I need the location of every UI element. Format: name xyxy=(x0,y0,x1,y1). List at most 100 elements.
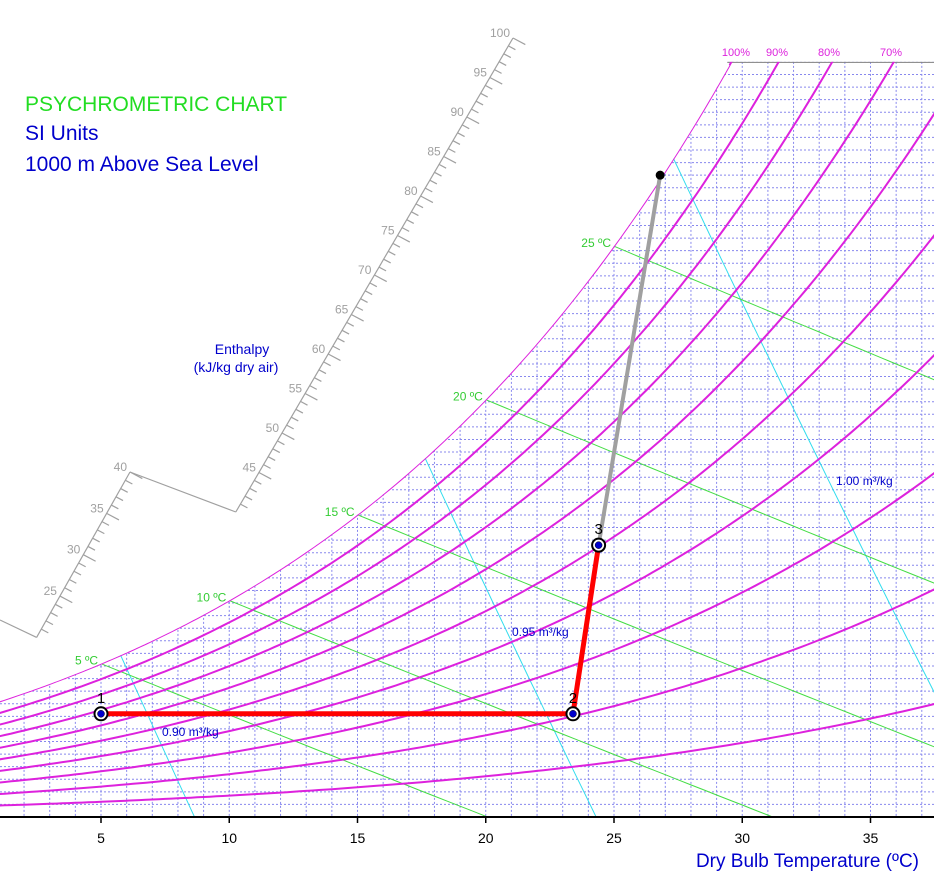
scale-tick xyxy=(83,554,96,562)
scale-tick xyxy=(420,195,434,204)
x-tick-label: 20 xyxy=(478,830,494,846)
rh-curve-70 xyxy=(0,61,897,771)
state-point-2 xyxy=(569,710,577,718)
enthalpy-tick-label: 50 xyxy=(266,421,280,435)
scale-tick xyxy=(97,529,105,535)
process-path: 1 2 3 xyxy=(93,170,665,722)
extension-end-point xyxy=(655,170,665,180)
enthalpy-tick-label: 85 xyxy=(427,145,441,159)
rh-curve-80 xyxy=(0,61,840,764)
scale-tick xyxy=(87,545,96,551)
scale-tick xyxy=(253,479,262,485)
scale-tick xyxy=(498,61,507,66)
x-axis-label: Dry Bulb Temperature (ºC) xyxy=(696,851,919,872)
scale-tick xyxy=(369,282,378,288)
rh-curve-30 xyxy=(0,462,934,798)
chart-labels: 100% 90% 80% 70% 5 ºC 10 ºC 15 ºC 20 ºC 25 ºC 0.9… xyxy=(75,47,902,739)
scale-tick xyxy=(78,562,86,568)
scale-tick xyxy=(471,108,479,114)
x-tick-label: 35 xyxy=(863,830,879,846)
enthalpy-tick-label: 65 xyxy=(335,303,349,317)
scale-tick xyxy=(111,504,119,510)
scale-tick xyxy=(475,100,484,106)
scale-tick xyxy=(129,471,143,480)
scale-tick xyxy=(272,448,281,454)
wet-bulb-line-20 xyxy=(485,399,934,610)
scale-tick xyxy=(286,424,294,430)
volume-label: 0.90 m³/kg xyxy=(162,725,219,739)
axes: 5 10 15 20 25 30 35 xyxy=(0,816,934,846)
chart-units: SI Units xyxy=(25,122,99,145)
wet-bulb-label: 20 ºC xyxy=(453,390,483,404)
scale-tick xyxy=(295,408,304,414)
scale-tick xyxy=(244,495,253,501)
rh-label: 70% xyxy=(880,47,902,59)
x-tick-label: 10 xyxy=(221,830,237,846)
scale-tick xyxy=(69,578,77,584)
rh-curve-10 xyxy=(0,699,934,812)
state-point-label: 2 xyxy=(569,690,577,707)
rh-label: 90% xyxy=(766,47,788,59)
scale-tick xyxy=(387,250,396,256)
wet-bulb-label: 15 ºC xyxy=(325,505,355,519)
scale-tick xyxy=(392,242,401,248)
scale-tick xyxy=(434,171,442,177)
enthalpy-tick-label: 40 xyxy=(114,460,128,474)
state-point-3 xyxy=(594,541,603,549)
scale-tick xyxy=(397,234,411,243)
scale-tick xyxy=(59,595,73,604)
scale-tick xyxy=(115,496,124,502)
scale-tick xyxy=(424,187,433,193)
scale-tick xyxy=(290,416,299,422)
enthalpy-units-label: (kJ/kg dry air) xyxy=(194,359,279,375)
wet-bulb-line-10 xyxy=(229,600,781,817)
scale-tick xyxy=(364,290,373,296)
enthalpy-tick-label: 35 xyxy=(90,501,104,515)
scale-tick xyxy=(355,306,364,311)
scale-tick xyxy=(323,361,331,367)
scale-tick xyxy=(406,219,415,224)
scale-tick xyxy=(54,603,63,609)
state-point-label: 3 xyxy=(594,521,602,538)
scale-tick xyxy=(92,537,100,543)
scale-connector xyxy=(129,471,237,513)
scale-tick xyxy=(378,266,387,272)
wet-bulb-line-15 xyxy=(357,514,934,773)
scale-tick xyxy=(480,92,488,98)
wet-bulb-label: 25 ºC xyxy=(581,236,611,250)
scale-tick xyxy=(101,521,110,526)
scale-tick xyxy=(401,227,410,232)
enthalpy-tick-label: 70 xyxy=(358,263,372,277)
scale-tick xyxy=(281,432,295,441)
scale-tick xyxy=(508,45,516,51)
scale-tick xyxy=(106,512,120,521)
scale-tick xyxy=(457,132,465,138)
rh-label: 100% xyxy=(722,47,750,59)
scale-tick xyxy=(503,53,512,59)
scale-tick xyxy=(277,440,285,446)
chart-title: PSYCHROMETRIC CHART xyxy=(25,93,287,116)
scale-tick xyxy=(337,337,345,343)
wet-bulb-line-25 xyxy=(613,245,934,407)
enthalpy-tick-label: 55 xyxy=(289,382,303,396)
scale-tick xyxy=(64,587,72,593)
enthalpy-tick-label: 25 xyxy=(44,584,58,598)
scale-tick xyxy=(374,274,388,283)
scale-tick xyxy=(309,385,318,390)
enthalpy-tick-label: 30 xyxy=(67,543,81,557)
rh-label: 80% xyxy=(818,47,840,59)
scale-connector xyxy=(0,619,37,638)
scale-tick xyxy=(461,124,470,130)
scale-tick xyxy=(258,471,272,480)
scale-tick xyxy=(263,464,271,469)
x-tick-label: 15 xyxy=(350,830,366,846)
x-tick-label: 5 xyxy=(97,830,105,846)
wet-bulb-label: 10 ºC xyxy=(197,590,227,604)
enthalpy-label: Enthalpy xyxy=(215,341,269,357)
scale-tick xyxy=(512,37,526,46)
scale-tick xyxy=(360,298,368,303)
scale-tick xyxy=(304,392,318,401)
scale-tick xyxy=(411,211,419,217)
volume-label: 1.00 m³/kg xyxy=(836,474,893,488)
